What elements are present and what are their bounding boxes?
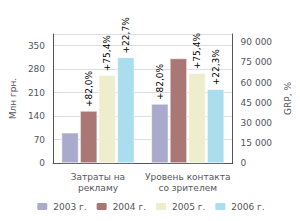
svg-text:Уровень контакта: Уровень контакта bbox=[145, 172, 230, 182]
svg-text:+22,7%: +22,7% bbox=[121, 17, 131, 54]
svg-text:рекламу: рекламу bbox=[78, 183, 119, 193]
svg-text:со зрителем: со зрителем bbox=[158, 183, 217, 193]
svg-text:2003 г.: 2003 г. bbox=[53, 202, 86, 212]
svg-text:2006 г.: 2006 г. bbox=[231, 202, 264, 212]
svg-text:140: 140 bbox=[28, 111, 45, 121]
svg-text:45 000: 45 000 bbox=[241, 98, 273, 108]
svg-text:Затраты на: Затраты на bbox=[71, 172, 125, 182]
svg-text:15 000: 15 000 bbox=[241, 138, 273, 148]
svg-text:+75,4%: +75,4% bbox=[192, 33, 202, 70]
svg-text:+82,0%: +82,0% bbox=[155, 63, 165, 100]
svg-text:2004 г.: 2004 г. bbox=[113, 202, 146, 212]
svg-text:+22,3%: +22,3% bbox=[211, 49, 221, 86]
svg-text:0: 0 bbox=[241, 158, 247, 168]
svg-text:210: 210 bbox=[28, 88, 45, 98]
svg-text:+82,0%: +82,0% bbox=[84, 70, 94, 107]
svg-text:350: 350 bbox=[28, 41, 45, 51]
svg-text:70: 70 bbox=[34, 135, 46, 145]
svg-text:GRP, %: GRP, % bbox=[283, 82, 293, 115]
svg-text:2005 г.: 2005 г. bbox=[172, 202, 205, 212]
svg-text:90 000: 90 000 bbox=[241, 37, 273, 47]
svg-text:75 000: 75 000 bbox=[241, 57, 273, 67]
svg-text:Млн грн.: Млн грн. bbox=[8, 78, 18, 119]
svg-text:+75,4%: +75,4% bbox=[102, 35, 112, 72]
svg-text:280: 280 bbox=[28, 64, 45, 74]
svg-text:30 000: 30 000 bbox=[241, 118, 273, 128]
svg-text:60 000: 60 000 bbox=[241, 78, 273, 88]
svg-text:0: 0 bbox=[39, 158, 45, 168]
